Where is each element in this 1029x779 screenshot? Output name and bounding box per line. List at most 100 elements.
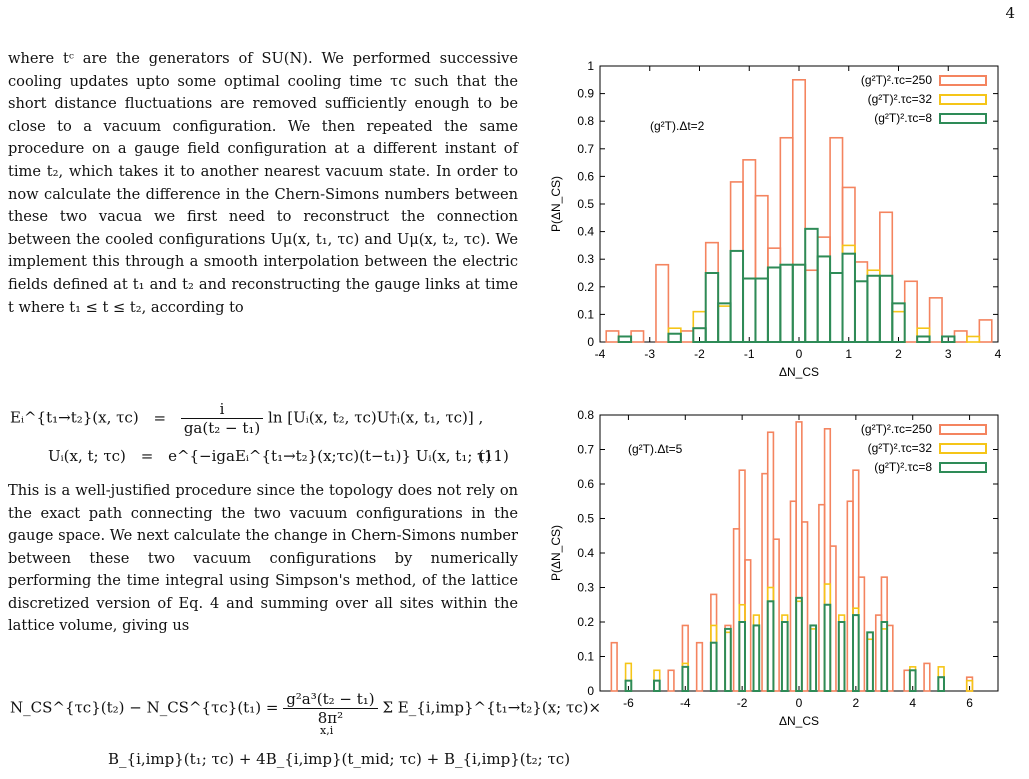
histogram-bar: [667, 332, 682, 344]
equation-3-lhs: N_CS^{τc}(t₂) − N_CS^{τc}(t₁) =: [10, 698, 279, 717]
legend-label: (g²T)².τc=32: [868, 92, 933, 106]
legend-label: (g²T)².τc=8: [874, 111, 932, 125]
histogram-bar: [841, 252, 856, 343]
histogram-bar: [667, 327, 682, 343]
histogram-bar: [742, 277, 757, 344]
legend-swatch: [939, 424, 987, 435]
histogram-bar: [709, 641, 718, 692]
histogram-bar: [704, 241, 719, 343]
x-tick-label: -3: [644, 347, 655, 361]
histogram-bar: [717, 305, 732, 343]
histogram-bar: [816, 236, 831, 343]
legend-label: (g²T)².τc=32: [868, 441, 933, 455]
histogram-bar: [841, 244, 856, 343]
y-tick-label: 0: [587, 335, 594, 349]
x-tick-label: -1: [744, 347, 755, 361]
histogram-bar: [937, 676, 945, 693]
histogram-bar: [605, 330, 620, 343]
y-tick-label: 0.6: [577, 169, 594, 183]
histogram-bar: [953, 330, 968, 343]
histogram-bar: [617, 335, 633, 344]
x-tick-label: 2: [895, 347, 902, 361]
histogram-bar: [780, 621, 789, 692]
equation-3-rhs: Σ E_{i,imp}^{t₁→t₂}(x; τc)×: [382, 698, 602, 717]
histogram-bar: [779, 263, 794, 343]
y-tick-label: 0.3: [577, 252, 594, 266]
y-tick-label: 0.5: [577, 512, 594, 526]
equation-3-sum-subscript: x,i: [320, 724, 334, 737]
histogram-bar: [681, 665, 690, 693]
histogram-bar: [916, 327, 931, 343]
x-tick-label: 2: [853, 696, 860, 710]
histogram-bar: [680, 330, 695, 343]
histogram-bar: [729, 181, 744, 343]
equation-number: (11): [478, 447, 509, 465]
paragraph-1: where tᶜ are the generators of SU(N). We…: [8, 48, 518, 319]
histogram-bar: [791, 78, 807, 343]
legend-swatch: [939, 94, 987, 105]
histogram-bar: [928, 297, 943, 343]
equation-4: B_{i,imp}(t₁; τc) + 4B_{i,imp}(t_mid; τc…: [108, 750, 571, 768]
plot-frame: [599, 65, 999, 343]
legend-label: (g²T)².τc=250: [861, 422, 932, 436]
histogram-bar: [655, 263, 670, 343]
equation-1-rhs: ln [Uᵢ(x, t₂, τc)U†ᵢ(x, t₁, τc)] ,: [268, 408, 484, 427]
histogram-bar: [866, 269, 881, 343]
histogram-bar: [724, 627, 732, 692]
histogram-bar: [829, 272, 844, 343]
x-tick-label: 4: [995, 347, 1002, 361]
y-axis-label: P(ΔN_CS): [549, 176, 563, 232]
histogram-bar: [854, 261, 869, 343]
paragraph-1-text: where tᶜ are the generators of SU(N). We…: [8, 50, 518, 316]
equation-1-lhs: Eᵢ^{t₁→t₂}(x, τc): [10, 408, 139, 427]
histogram-bar: [880, 621, 889, 692]
equation-2-rhs: e^{−igaEᵢ^{t₁→t₂}(x;τc)(t−t₁)} Uᵢ(x, t₁;…: [168, 447, 501, 465]
x-axis-label: ΔN_CS: [779, 365, 819, 379]
histogram-bar: [903, 280, 918, 343]
histogram-top: 0 0.1 0.2 0.3 0.4 0.5 0.6 0.7 0.8 0.9 1 -4 -3 -2 -1 0 1 2…: [549, 59, 1002, 379]
histogram-bar: [695, 641, 704, 692]
histogram-bar: [879, 211, 894, 343]
histogram-bar: [866, 631, 874, 693]
legend-swatch: [939, 443, 987, 454]
page-number: 4: [1005, 4, 1015, 22]
y-tick-label: 0.2: [577, 615, 594, 629]
y-axis-label: P(ΔN_CS): [549, 525, 563, 581]
histogram-bar: [829, 136, 844, 343]
histogram-bar: [767, 247, 782, 343]
histogram-bar: [704, 272, 720, 343]
histogram-bar: [891, 302, 906, 343]
histogram-bar: [841, 186, 856, 343]
histogram-bar: [941, 335, 956, 344]
y-tick-label: 0.1: [577, 650, 594, 664]
histogram-bar: [816, 255, 832, 343]
histogram-bar: [791, 263, 807, 343]
histogram-bar: [766, 266, 782, 343]
histogram-bar: [823, 603, 832, 692]
y-tick-label: 0: [587, 684, 594, 698]
y-tick-label: 0.4: [577, 225, 594, 239]
histogram-bar: [916, 335, 931, 344]
histogram-bar: [804, 227, 819, 343]
x-tick-label: -6: [623, 696, 634, 710]
histogram-bar: [965, 679, 974, 692]
legend-label: (g²T)².τc=8: [874, 460, 932, 474]
histogram-bar: [795, 596, 803, 693]
histogram-bar: [804, 269, 819, 343]
x-tick-label: 0: [796, 696, 803, 710]
x-axis-label: ΔN_CS: [779, 714, 819, 728]
x-tick-label: 6: [966, 696, 973, 710]
histogram-bar: [738, 621, 746, 692]
histogram-bar: [630, 330, 645, 343]
histogram-bar: [610, 641, 618, 692]
histogram-bar: [923, 662, 931, 692]
histogram-bar: [667, 669, 675, 692]
y-tick-label: 0.9: [577, 87, 594, 101]
plot-frame: [599, 414, 999, 692]
histogram-bar: [754, 277, 769, 344]
y-tick-label: 0.7: [577, 443, 594, 457]
y-tick-label: 1: [587, 59, 594, 73]
histogram-bar: [779, 136, 794, 343]
equation-2-lhs: Uᵢ(x, t; τc): [48, 447, 126, 465]
plot-annotation: (g²T).Δt=5: [628, 442, 683, 456]
